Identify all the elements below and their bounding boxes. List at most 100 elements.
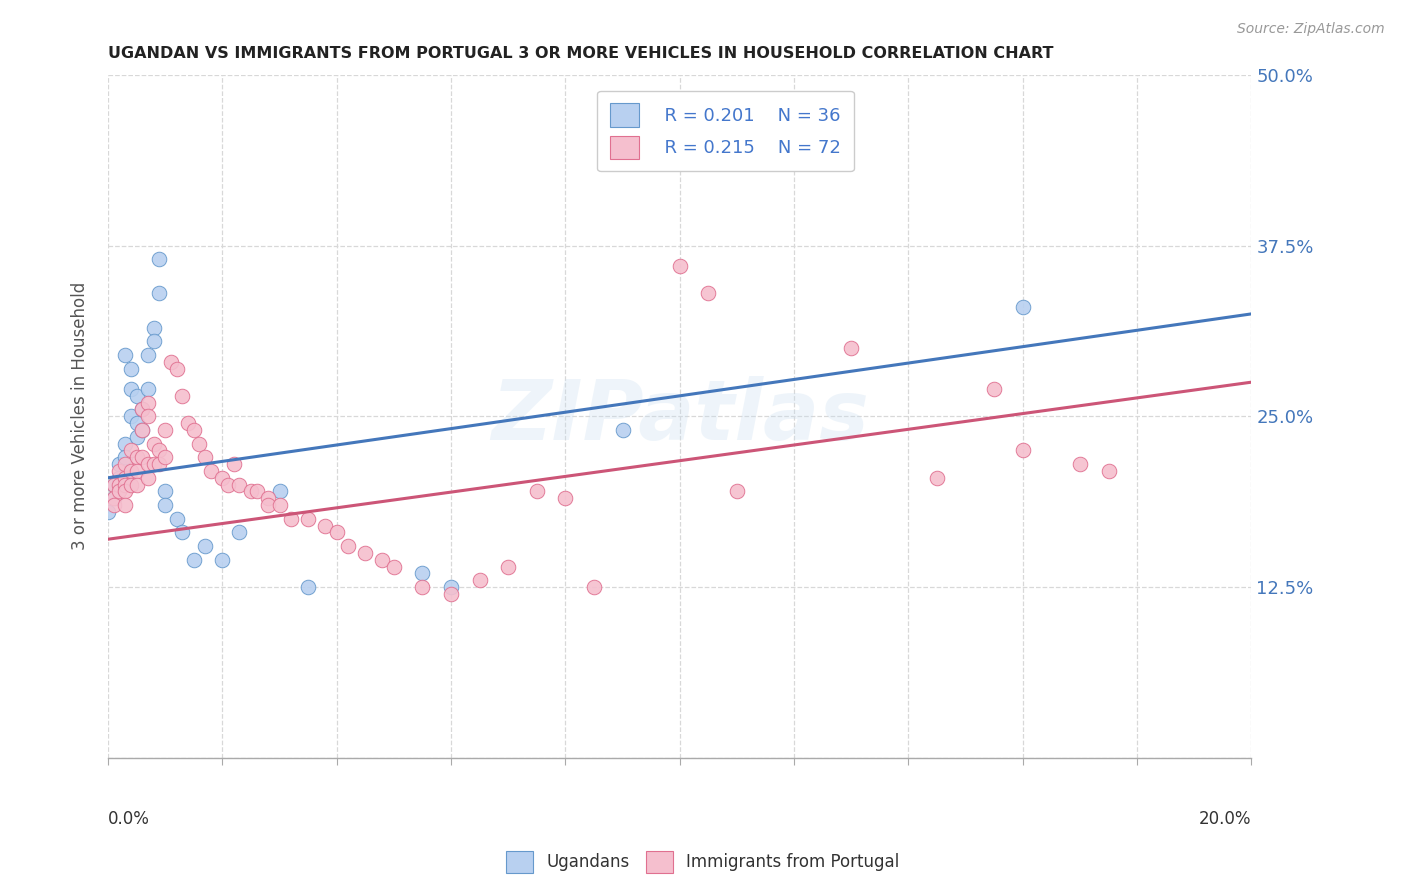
Point: [839, 341, 862, 355]
Y-axis label: 3 or more Vehicles in Household: 3 or more Vehicles in Household: [72, 282, 89, 550]
Point: [125, 464, 148, 478]
Point: [103, 477, 125, 491]
Point: [222, 457, 245, 471]
Point: [153, 498, 176, 512]
Point: [125, 389, 148, 403]
Point: [371, 552, 394, 566]
Point: [114, 498, 136, 512]
Point: [131, 402, 153, 417]
Point: [108, 471, 131, 485]
Point: [297, 512, 319, 526]
Point: [217, 477, 239, 491]
Point: [1011, 300, 1033, 314]
Point: [108, 484, 131, 499]
Point: [153, 423, 176, 437]
Point: [108, 477, 131, 491]
Point: [697, 286, 720, 301]
Point: [136, 395, 159, 409]
Point: [612, 129, 634, 144]
Point: [188, 436, 211, 450]
Point: [325, 525, 347, 540]
Point: [183, 552, 205, 566]
Point: [160, 354, 183, 368]
Point: [142, 436, 165, 450]
Point: [582, 580, 605, 594]
Point: [983, 382, 1005, 396]
Point: [108, 464, 131, 478]
Point: [114, 348, 136, 362]
Point: [103, 477, 125, 491]
Point: [114, 450, 136, 465]
Point: [131, 402, 153, 417]
Point: [136, 382, 159, 396]
Point: [108, 457, 131, 471]
Point: [125, 477, 148, 491]
Point: [136, 348, 159, 362]
Point: [246, 484, 269, 499]
Point: [103, 498, 125, 512]
Point: [612, 423, 634, 437]
Point: [120, 464, 142, 478]
Point: [211, 552, 233, 566]
Point: [411, 566, 433, 581]
Point: [114, 477, 136, 491]
Point: [382, 559, 405, 574]
Point: [440, 580, 463, 594]
Point: [148, 252, 170, 267]
Point: [125, 430, 148, 444]
Point: [125, 450, 148, 465]
Point: [1011, 443, 1033, 458]
Point: [354, 546, 377, 560]
Point: [468, 573, 491, 587]
Point: [239, 484, 262, 499]
Point: [136, 471, 159, 485]
Point: [131, 450, 153, 465]
Point: [194, 450, 217, 465]
Point: [257, 498, 280, 512]
Point: [172, 525, 194, 540]
Point: [337, 539, 360, 553]
Point: [496, 559, 519, 574]
Point: [114, 457, 136, 471]
Legend:   R = 0.201    N = 36,   R = 0.215    N = 72: R = 0.201 N = 36, R = 0.215 N = 72: [598, 91, 853, 171]
Point: [1069, 457, 1091, 471]
Point: [297, 580, 319, 594]
Point: [120, 409, 142, 424]
Point: [257, 491, 280, 506]
Point: [211, 471, 233, 485]
Point: [114, 436, 136, 450]
Text: 0.0%: 0.0%: [108, 810, 150, 828]
Point: [183, 423, 205, 437]
Point: [166, 361, 188, 376]
Point: [228, 525, 250, 540]
Point: [411, 580, 433, 594]
Point: [177, 416, 200, 430]
Text: Source: ZipAtlas.com: Source: ZipAtlas.com: [1237, 22, 1385, 37]
Point: [131, 423, 153, 437]
Point: [148, 457, 170, 471]
Point: [142, 334, 165, 349]
Point: [114, 484, 136, 499]
Point: [148, 286, 170, 301]
Point: [153, 450, 176, 465]
Text: ZIPatlas: ZIPatlas: [491, 376, 869, 457]
Point: [114, 471, 136, 485]
Point: [120, 443, 142, 458]
Point: [172, 389, 194, 403]
Point: [120, 477, 142, 491]
Point: [314, 518, 336, 533]
Point: [269, 498, 291, 512]
Point: [1097, 464, 1119, 478]
Point: [280, 512, 302, 526]
Point: [120, 382, 142, 396]
Point: [269, 484, 291, 499]
Point: [142, 320, 165, 334]
Point: [440, 587, 463, 601]
Point: [725, 484, 748, 499]
Text: UGANDAN VS IMMIGRANTS FROM PORTUGAL 3 OR MORE VEHICLES IN HOUSEHOLD CORRELATION : UGANDAN VS IMMIGRANTS FROM PORTUGAL 3 OR…: [108, 46, 1053, 62]
Point: [103, 491, 125, 506]
Point: [200, 464, 222, 478]
Point: [526, 484, 548, 499]
Point: [668, 259, 690, 273]
Point: [142, 457, 165, 471]
